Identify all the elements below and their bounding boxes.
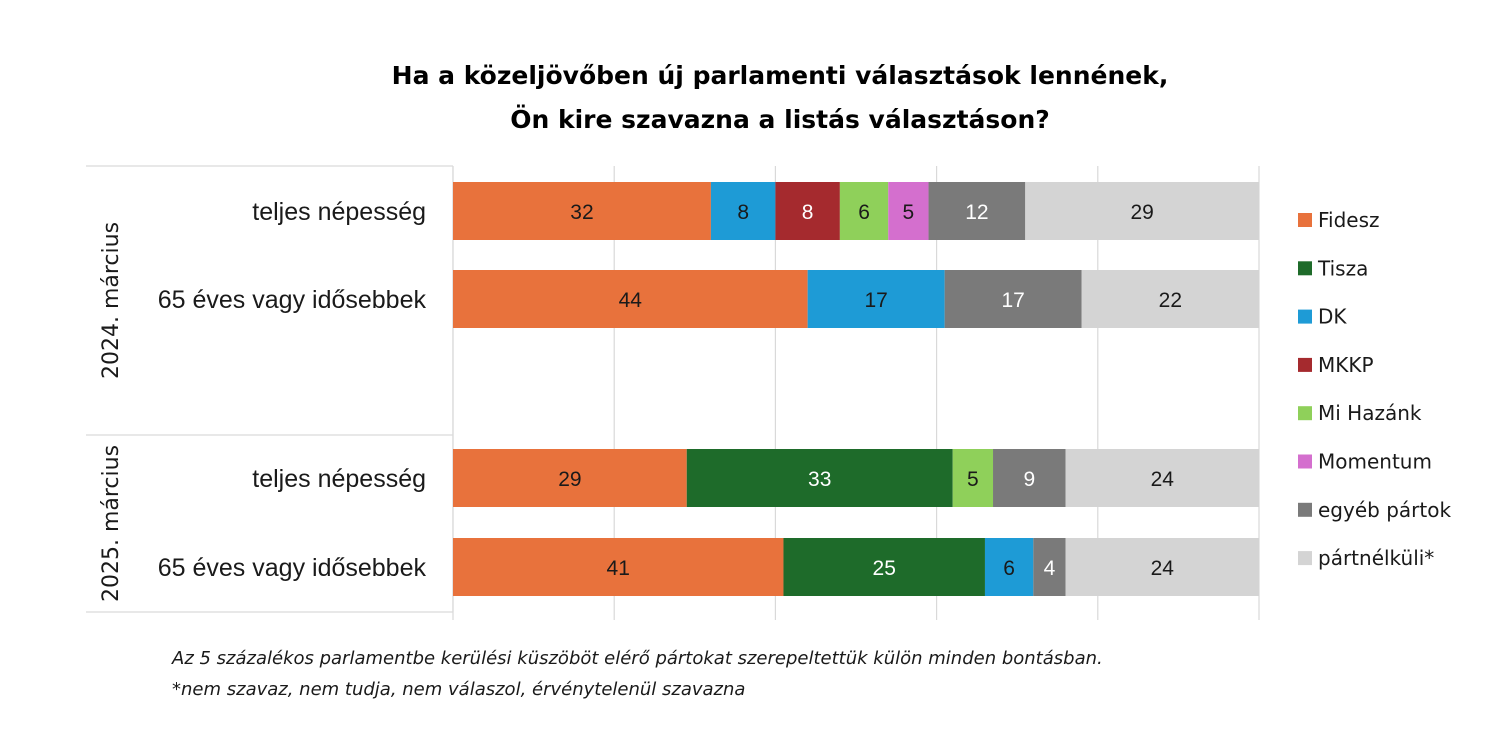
legend-label-fidesz: Fidesz	[1318, 208, 1380, 232]
bar-segment-egyeb-partok	[928, 182, 1026, 240]
bar-segment-tisza	[783, 538, 985, 596]
data-label: 5	[967, 468, 979, 491]
data-label: 9	[1023, 468, 1035, 491]
bar-segment-egyeb-partok	[944, 270, 1082, 328]
legend: Fidesz Tisza DK MKKP Mi Hazánk Momentum egyéb …	[1298, 208, 1451, 570]
bar-segment-egyeb-partok	[1033, 538, 1066, 596]
legend-swatch-mi-hazank	[1298, 406, 1312, 421]
period-label: 2025. március	[99, 445, 124, 602]
category-labels: 2024. március teljes népesség 65 éves vagy…	[99, 198, 426, 602]
data-label: 22	[1159, 289, 1182, 312]
data-label: 44	[619, 289, 643, 312]
category-label: 65 éves vagy idősebbek	[158, 286, 427, 314]
legend-label-tisza: Tisza	[1317, 256, 1368, 280]
data-label: 6	[1003, 557, 1015, 580]
legend-swatch-momentum	[1298, 454, 1312, 469]
bar-segment-fidesz	[453, 182, 711, 240]
legend-label-momentum: Momentum	[1318, 450, 1432, 474]
legend-swatch-tisza	[1298, 261, 1312, 276]
data-label: 33	[808, 468, 831, 491]
legend-swatch-fidesz	[1298, 213, 1312, 227]
bar-segment-partnelkuli	[1065, 449, 1259, 507]
legend-label-mi-hazank: Mi Hazánk	[1318, 401, 1422, 425]
bars: 32 8 8 6 5 12 29 44 17 17 22 29 33 5 9 24 41 25 6 4 24	[453, 182, 1259, 596]
bar-segment-dk	[710, 182, 776, 240]
chart-title-line-2: Ön kire szavazna a listás választáson?	[510, 104, 1050, 134]
legend-swatch-mkkp	[1298, 357, 1312, 372]
footnote-nonvoters: *nem szavaz, nem tudja, nem válaszol, ér…	[172, 679, 745, 700]
bar-segment-fidesz	[453, 538, 784, 596]
data-label: 4	[1044, 557, 1056, 580]
data-label: 6	[858, 201, 870, 224]
legend-swatch-partnelkuli	[1298, 551, 1312, 566]
data-label: 5	[903, 201, 915, 224]
bar-segment-mi-hazank	[952, 449, 994, 507]
category-label: teljes népesség	[252, 198, 426, 226]
data-label: 12	[965, 201, 988, 224]
legend-label-dk: DK	[1318, 305, 1347, 329]
bar-segment-fidesz	[453, 449, 687, 507]
bar-segment-partnelkuli	[1025, 182, 1259, 240]
bar-segment-partnelkuli	[1065, 538, 1259, 596]
category-label: 65 éves vagy idősebbek	[158, 554, 427, 582]
bar-segment-momentum	[888, 182, 929, 240]
data-label: 41	[607, 557, 630, 580]
bar-segment-egyeb-partok	[993, 449, 1066, 507]
bar-segment-fidesz	[453, 270, 808, 328]
category-axis-frame	[86, 165, 454, 613]
bar-segment-partnelkuli	[1081, 270, 1259, 328]
bar-segment-tisza	[686, 449, 953, 507]
data-label: 17	[864, 289, 887, 312]
legend-swatch-egyeb-partok	[1298, 502, 1312, 517]
data-label: 25	[873, 557, 896, 580]
data-label: 17	[1001, 289, 1024, 312]
legend-label-partnelkuli: pártnélküli*	[1318, 546, 1434, 570]
bar-segment-dk	[807, 270, 945, 328]
data-label: 29	[558, 468, 581, 491]
data-label: 8	[737, 201, 749, 224]
legend-label-mkkp: MKKP	[1318, 353, 1374, 377]
data-label: 32	[570, 201, 593, 224]
period-label: 2024. március	[99, 222, 124, 379]
bar-segment-mi-hazank	[839, 182, 889, 240]
bar-segment-dk	[984, 538, 1034, 596]
data-label: 29	[1130, 201, 1153, 224]
category-label: teljes népesség	[252, 465, 426, 493]
data-label: 24	[1151, 468, 1175, 491]
footnote-threshold: Az 5 százalékos parlamentbe kerülési küs…	[171, 648, 1103, 669]
legend-swatch-dk	[1298, 309, 1312, 324]
bar-segment-mkkp	[775, 182, 840, 240]
chart-title-line-1: Ha a közeljövőben új parlamenti választá…	[392, 61, 1169, 90]
data-label: 8	[802, 201, 814, 224]
data-label: 24	[1151, 557, 1175, 580]
legend-label-egyeb-partok: egyéb pártok	[1318, 498, 1451, 522]
